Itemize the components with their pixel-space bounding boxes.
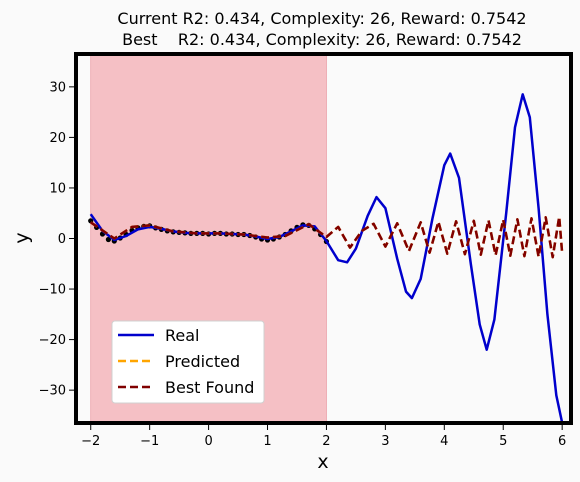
chart-title-line-1: Current R2: 0.434, Complexity: 26, Rewar… (117, 9, 526, 28)
y-tick-label: 10 (49, 181, 66, 196)
y-tick-label: −10 (39, 283, 66, 298)
y-tick-label: 30 (49, 80, 66, 95)
x-tick-label: 5 (499, 434, 507, 449)
x-tick-label: 6 (558, 434, 566, 449)
legend-box (111, 320, 265, 404)
series-lines (89, 93, 564, 423)
legend-label-real: Real (165, 326, 200, 345)
x-axis-label: x (317, 451, 328, 473)
y-axis-label: y (11, 232, 33, 243)
x-tick-label: 1 (263, 434, 271, 449)
y-axis-ticks: −30 −20 −10 0 10 20 30 (39, 80, 74, 399)
legend: Real Predicted Best Found (111, 320, 265, 404)
y-tick-label: −30 (39, 384, 66, 399)
x-tick-label: 0 (204, 434, 212, 449)
x-axis-ticks: −2 −1 0 1 2 3 4 5 6 (81, 425, 566, 449)
legend-label-best-found: Best Found (165, 378, 254, 397)
y-tick-label: −20 (39, 333, 66, 348)
y-tick-label: 0 (58, 232, 66, 247)
legend-label-predicted: Predicted (165, 352, 240, 371)
x-tick-label: 4 (440, 434, 448, 449)
series-line-best-found (89, 215, 564, 259)
plot-frame (74, 52, 573, 425)
x-tick-label: −2 (81, 434, 100, 449)
x-tick-label: −1 (140, 434, 159, 449)
chart-title-line-2: Best R2: 0.434, Complexity: 26, Reward: … (122, 30, 522, 49)
y-tick-label: 20 (49, 131, 66, 146)
x-tick-label: 2 (322, 434, 330, 449)
x-tick-label: 3 (381, 434, 389, 449)
sample-point (105, 236, 111, 243)
